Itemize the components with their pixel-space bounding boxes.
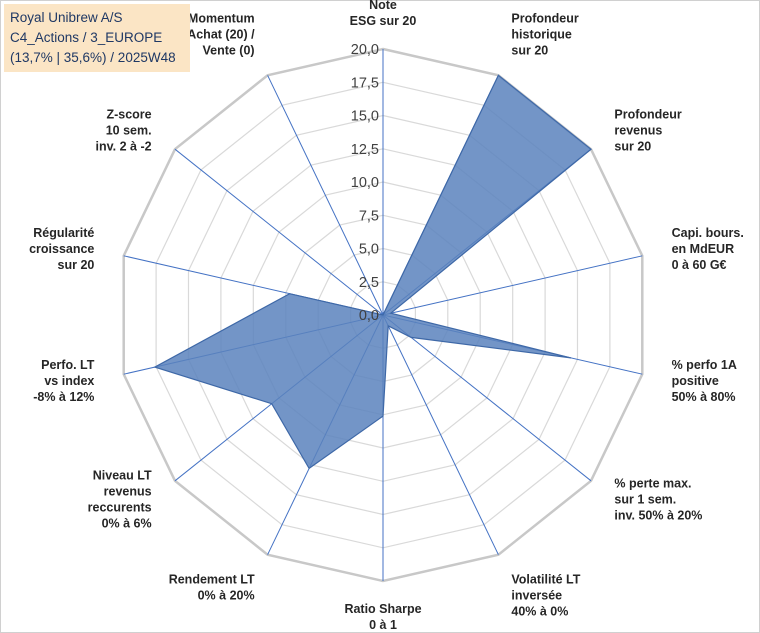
- axis-label-line: Ratio Sharpe: [344, 602, 421, 616]
- series-layer: [153, 74, 592, 470]
- radial-tick-label: 0,0: [359, 308, 379, 324]
- axis-label-line: Profondeur: [511, 11, 578, 25]
- axis-spoke: [267, 75, 384, 316]
- radial-tick-label: 5,0: [359, 242, 379, 258]
- axis-label: Profondeur revenus sur 20: [614, 107, 681, 153]
- axis-label-line: sur 1 sem.: [614, 493, 676, 507]
- series-area: [153, 74, 592, 470]
- axis-label-line: 0% à 20%: [198, 589, 255, 603]
- axis-label-line: -8% à 12%: [33, 390, 94, 404]
- axis-label-line: Momentum: [188, 11, 255, 25]
- axis-label: Niveau LT revenus reccurents 0% à 6%: [88, 469, 152, 531]
- axis-label-line: Perfo. LT: [41, 358, 95, 372]
- axis-label-line: Note: [369, 0, 397, 12]
- chart-subtitle-category: C4_Actions / 3_EUROPE: [10, 30, 163, 45]
- axis-label-line: 0 à 60 G€: [672, 258, 727, 272]
- radial-tick-label: 17,5: [351, 75, 379, 91]
- axis-label: Capi. bours. en MdEUR 0 à 60 G€: [672, 226, 744, 272]
- axis-label-line: 0 à 1: [369, 618, 397, 632]
- axis-label: % perte max. sur 1 sem. inv. 50% à 20%: [614, 477, 702, 523]
- axis-label-line: ESG sur 20: [350, 14, 417, 28]
- chart-title: Royal Unibrew A/S: [10, 10, 123, 25]
- axis-label-line: 0% à 6%: [102, 517, 152, 531]
- axis-label-line: Z-score: [106, 107, 151, 121]
- axis-label: Ratio Sharpe 0 à 1: [344, 602, 421, 632]
- axis-label: Rendement LT 0% à 20%: [169, 573, 255, 603]
- axis-label: Perfo. LT vs index -8% à 12%: [33, 358, 95, 404]
- radial-tick-label: 20,0: [351, 42, 379, 58]
- axis-label: Momentum Achat (20) / Vente (0): [187, 11, 255, 57]
- chart-title-box: Royal Unibrew A/S C4_Actions / 3_EUROPE …: [4, 4, 190, 72]
- axis-label-line: sur 20: [58, 258, 95, 272]
- axis-label-line: 40% à 0%: [511, 605, 568, 619]
- axis-label-line: en MdEUR: [672, 242, 735, 256]
- radial-tick-label: 7,5: [359, 208, 379, 224]
- axis-label-line: positive: [672, 374, 719, 388]
- axis-label-line: reccurents: [88, 501, 152, 515]
- axis-label-line: Achat (20) /: [187, 27, 255, 41]
- axis-label-line: inv. 2 à -2: [96, 139, 152, 153]
- axis-spoke: [174, 148, 384, 316]
- axis-label-line: historique: [511, 27, 571, 41]
- axis-label-line: Profondeur: [614, 107, 681, 121]
- axis-label: Note ESG sur 20: [350, 0, 417, 28]
- axis-label-line: vs index: [44, 374, 94, 388]
- radial-tick-label: 2,5: [359, 275, 379, 291]
- axis-label-line: inversée: [511, 589, 562, 603]
- chart-subtitle-stats: (13,7% | 35,6%) / 2025W48: [10, 50, 176, 65]
- axis-label-line: revenus: [614, 123, 662, 137]
- axis-label-line: 50% à 80%: [672, 390, 736, 404]
- radial-tick-label: 15,0: [351, 109, 379, 125]
- axis-labels: Note ESG sur 20 Profondeur historique sur 20…: [29, 0, 744, 632]
- axis-label: Profondeur historique sur 20: [511, 11, 578, 57]
- axis-label-line: Rendement LT: [169, 573, 255, 587]
- axis-label-line: Niveau LT: [93, 469, 152, 483]
- axis-spoke: [382, 314, 499, 555]
- radial-tick-label: 12,5: [351, 142, 379, 158]
- axis-label-line: sur 20: [614, 139, 651, 153]
- axis-spoke: [382, 255, 643, 316]
- radial-tick-labels: 0,0 2,5 5,0 7,5 10,0 12,5 15,0 17,5 20,0: [351, 42, 379, 324]
- axis-label-line: % perte max.: [614, 477, 691, 491]
- axis-label-line: Vente (0): [202, 43, 254, 57]
- axis-label: % perfo 1A positive 50% à 80%: [672, 358, 737, 404]
- axis-label: Régularité croissance sur 20: [29, 226, 94, 272]
- axis-spoke: [382, 314, 592, 482]
- radial-tick-label: 10,0: [351, 175, 379, 191]
- axis-label-line: Volatilité LT: [511, 573, 580, 587]
- axis-label-line: Régularité: [33, 226, 94, 240]
- axis-label-line: % perfo 1A: [672, 358, 737, 372]
- axis-label-line: inv. 50% à 20%: [614, 509, 702, 523]
- axis-label-line: Capi. bours.: [672, 226, 744, 240]
- axis-label-line: croissance: [29, 242, 94, 256]
- axis-label-line: revenus: [104, 485, 152, 499]
- axis-label: Volatilité LT inversée 40% à 0%: [511, 573, 580, 619]
- axis-label: Z-score 10 sem. inv. 2 à -2: [96, 107, 152, 153]
- axis-label-line: 10 sem.: [106, 123, 152, 137]
- axis-label-line: sur 20: [511, 43, 548, 57]
